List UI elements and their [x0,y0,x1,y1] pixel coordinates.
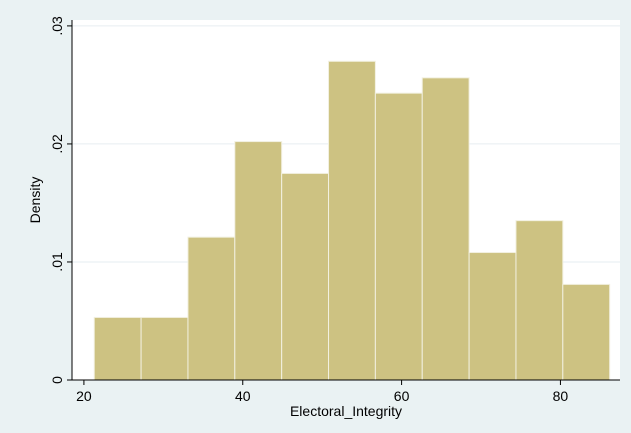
histogram-bar-8 [468,252,517,381]
y-tick-label: .03 [49,16,65,36]
histogram-bar-4 [281,172,330,381]
y-tick-label: 0 [49,376,65,384]
x-tick-label: 40 [235,388,251,404]
histogram-bar-3 [234,141,283,381]
x-axis-title: Electoral_Integrity [290,403,402,419]
ticks: 0 .01 .02 .03 20 40 60 80 [49,16,568,404]
histogram-bar-0 [93,316,142,381]
x-tick-label: 20 [76,388,92,404]
histogram-bar-1 [140,316,189,381]
histogram-bar-10 [562,283,611,381]
y-axis-title: Density [27,177,43,224]
histogram-bar-7 [421,77,470,381]
histogram-bars [93,60,611,381]
histogram-bar-6 [374,92,423,381]
y-tick-label: .02 [49,134,65,154]
histogram-bar-9 [515,220,564,381]
y-tick-label: .01 [49,252,65,272]
histogram-bar-5 [328,60,376,381]
axes [71,20,620,381]
histogram-bar-2 [187,236,236,381]
x-tick-label: 60 [394,388,410,404]
x-tick-label: 80 [553,388,569,404]
